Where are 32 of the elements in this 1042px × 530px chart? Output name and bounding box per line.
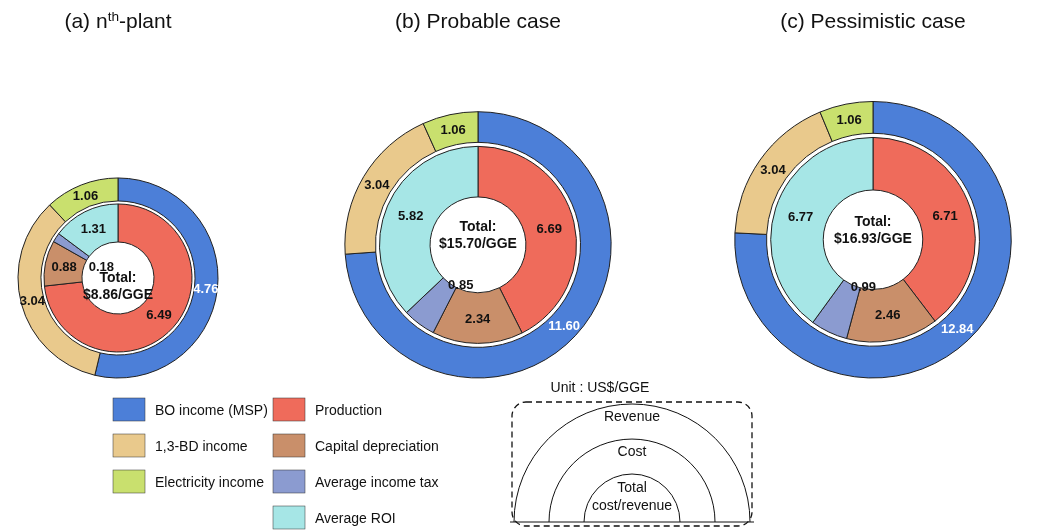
legend-label: Average income tax — [315, 473, 439, 490]
data-label: 3.04 — [760, 161, 787, 177]
chart-title: (a) n$^{th}$-plant — [64, 8, 172, 32]
data-label: 1.06 — [836, 112, 862, 128]
data-label: 1.06 — [440, 122, 466, 138]
legend-label: 1,3-BD income — [155, 437, 248, 454]
legend-label: Electricity income — [155, 473, 265, 490]
chart-title: (b) Probable case — [395, 9, 561, 32]
data-label: 6.49 — [146, 307, 172, 323]
text: Unit : US$/GGE — [550, 379, 650, 395]
data-label: 1.06 — [72, 188, 99, 204]
data-label: 6.77 — [788, 208, 814, 224]
text: Cost — [617, 443, 647, 459]
data-label: 3.04 — [364, 177, 391, 193]
data-label: 0.88 — [51, 259, 77, 275]
legend-label: Average ROI — [315, 509, 396, 526]
text: Total cost/revenue — [591, 479, 673, 513]
data-label: 12.84 — [941, 320, 975, 336]
data-label: 2.46 — [875, 306, 901, 322]
data-label: 5.82 — [398, 208, 424, 224]
text: Total: $16.93/GGE — [834, 212, 912, 246]
legend-label: Capital depreciation — [315, 437, 439, 454]
legend-label: Production — [315, 401, 382, 418]
data-label: 6.71 — [932, 207, 958, 223]
text: Revenue — [603, 408, 661, 424]
text: Total: $15.70/GGE — [439, 217, 517, 251]
data-label: 1.31 — [80, 221, 107, 237]
data-label: 6.69 — [536, 220, 562, 236]
legend-label: BO income (MSP) — [155, 401, 268, 418]
data-label: 11.60 — [548, 317, 581, 333]
chart-title: (c) Pessimistic case — [780, 9, 966, 32]
data-label: 2.34 — [465, 310, 492, 326]
